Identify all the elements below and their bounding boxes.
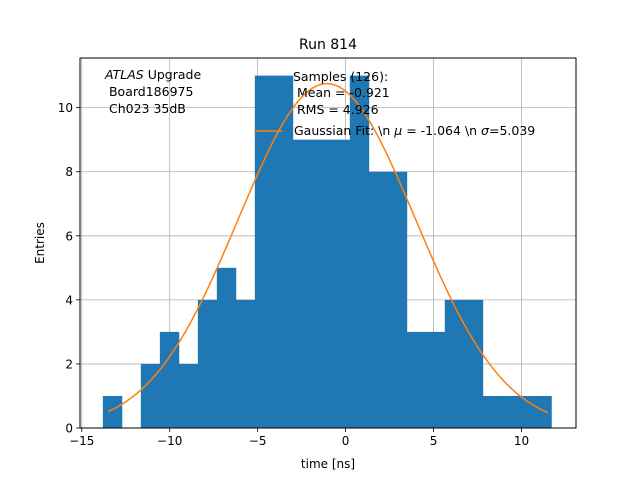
histogram-bar	[368, 171, 389, 428]
legend-fit-suffix: =5.039	[489, 123, 535, 138]
histogram-bar	[254, 75, 275, 428]
histogram-bar	[425, 331, 446, 428]
histogram-bar	[197, 299, 218, 428]
y-tick-label: 8	[65, 165, 73, 179]
histogram-bar	[140, 363, 161, 428]
histogram-bar	[235, 299, 256, 428]
histogram-bar	[387, 171, 408, 428]
y-axis-ticks: 0 2 4 6 8 10	[58, 101, 80, 436]
chart-title: Run 814	[299, 37, 357, 53]
y-tick-label: 0	[65, 422, 73, 436]
x-axis-ticks: −15 −10 −5 0 5 10	[69, 428, 529, 448]
annotation-board: Board186975	[105, 84, 193, 99]
x-tick-label: −5	[249, 434, 267, 448]
y-tick-label: 10	[58, 101, 73, 115]
gaussian-fit-curve	[107, 82, 549, 414]
histogram-bar	[482, 395, 503, 428]
x-tick-label: 5	[430, 434, 438, 448]
x-axis-label: time [ns]	[301, 457, 355, 471]
legend-fit-mu: μ	[393, 123, 402, 138]
histogram-bar	[330, 139, 351, 429]
histogram-bar	[178, 363, 199, 428]
annotation-channel: Ch023 35dB	[105, 101, 186, 116]
histogram-bar	[520, 395, 541, 428]
atlas-annotation: ATLAS Upgrade Board186975 Ch023 35dB	[104, 67, 201, 116]
legend-fit-sigma: σ	[481, 123, 490, 138]
legend-samples-line-3: RMS = 4.926	[293, 102, 379, 117]
y-tick-label: 6	[65, 229, 73, 243]
legend-fit-prefix: Gaussian Fit: \n	[294, 123, 394, 138]
y-tick-label: 2	[65, 357, 73, 371]
legend-fit-label: Gaussian Fit: \n μ = -1.064 \n σ=5.039	[294, 123, 535, 138]
annotation-upgrade: Upgrade	[144, 67, 202, 82]
histogram-bar	[292, 139, 313, 429]
y-axis-label: Entries	[33, 222, 47, 264]
annotation-line-1: ATLAS Upgrade	[104, 67, 201, 82]
x-tick-label: −15	[69, 434, 94, 448]
histogram-bar	[444, 299, 465, 428]
histogram-bars	[102, 75, 552, 429]
annotation-atlas: ATLAS	[104, 67, 144, 82]
legend-samples-line-2: Mean = -0.921	[293, 85, 390, 100]
legend-samples-line-1: Samples (126):	[293, 69, 388, 84]
histogram-bar	[463, 299, 484, 428]
histogram-bar	[216, 267, 237, 428]
fit-layer	[107, 82, 549, 414]
histogram-bar	[501, 395, 522, 428]
x-tick-label: 10	[514, 434, 529, 448]
histogram-bar	[159, 331, 180, 428]
histogram-bar	[311, 139, 332, 429]
legend-fit-middle: = -1.064 \n	[402, 123, 481, 138]
x-tick-label: 0	[342, 434, 350, 448]
histogram-bar	[273, 75, 294, 428]
axes-frame	[79, 57, 577, 429]
x-tick-label: −10	[157, 434, 182, 448]
histogram-bar	[349, 75, 370, 428]
histogram-bar	[406, 331, 427, 428]
y-tick-label: 4	[65, 293, 73, 307]
histogram-bar	[102, 395, 123, 428]
legend: Samples (126): Mean = -0.921 RMS = 4.926…	[254, 69, 535, 138]
